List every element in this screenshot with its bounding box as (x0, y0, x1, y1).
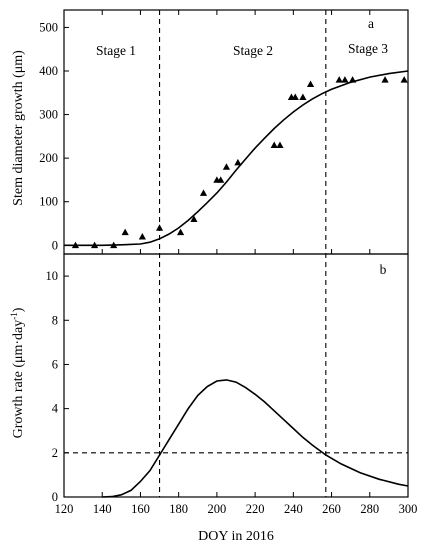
measured-point (155, 224, 164, 231)
measured-point (71, 241, 80, 249)
measured-point (341, 76, 349, 83)
panel-b-x-tick-label: 160 (131, 502, 150, 516)
measured-point (299, 93, 307, 101)
measured-point (121, 228, 129, 236)
measured-point (276, 141, 284, 148)
panel-b-x-tick-label: 140 (93, 502, 112, 516)
measured-point (110, 241, 118, 249)
panel-b-x-tick-label: 240 (284, 502, 303, 516)
panel-a-y-tick-label: 300 (39, 108, 58, 122)
panel-b-y-tick-label: 8 (52, 313, 58, 327)
measured-point (176, 228, 185, 236)
measured-point (335, 76, 343, 83)
panel-b-x-tick-label: 180 (169, 502, 188, 516)
panel-b-y-tick-label: 6 (52, 357, 58, 371)
measured-point (381, 76, 389, 83)
stage-3-label: Stage 3 (348, 41, 388, 56)
fitted-growth-curve (64, 70, 409, 247)
x-axis-title: DOY in 2016 (198, 529, 274, 544)
panel-a-y-tick-label: 100 (39, 195, 58, 209)
panel-a-y-axis-title: Stem diameter growth (μm) (11, 50, 26, 206)
measured-point (222, 163, 231, 170)
measured-point (348, 76, 357, 83)
panel-b-y-axis-title-main: Growth rate (μm·day (11, 320, 26, 439)
measured-point (291, 93, 299, 101)
panel-b-frame (63, 253, 409, 498)
panel-b-y-tick-label: 0 (52, 490, 58, 504)
panel-a-y-tick-label: 500 (39, 20, 58, 34)
panel-b-x-tick-label: 200 (208, 502, 227, 516)
panel-b-letter: b (380, 262, 387, 277)
measured-point (234, 158, 242, 166)
panel-b-x-tick-label: 300 (399, 502, 418, 516)
measured-point (400, 76, 408, 83)
panel-a-y-tick-label: 0 (52, 238, 58, 252)
panel-a-layer: 0 100 200 300 400 500 (39, 10, 409, 497)
stage-1-label: Stage 1 (96, 43, 136, 58)
measured-point (90, 241, 99, 249)
panel-b-y-axis-title-close: ) (11, 307, 26, 312)
measured-point (306, 80, 315, 87)
panel-b-y-tick-label: 2 (52, 446, 58, 460)
panel-b-x-tick-label: 220 (246, 502, 265, 516)
panel-b-x-tick-label: 280 (360, 502, 379, 516)
panel-b-layer: 0 2 4 6 8 10 120 140 160 180 200 220 240 260 280 300 (46, 269, 418, 516)
panel-a-letter: a (368, 16, 374, 31)
measured-point (190, 215, 198, 223)
panel-a-y-tick-label: 200 (39, 151, 58, 165)
panel-b-y-tick-label: 4 (52, 402, 59, 416)
panel-b-x-tick-label: 120 (55, 502, 74, 516)
panel-b-y-axis-title-sup: -1 (9, 312, 19, 320)
measured-point (138, 232, 146, 240)
measured-point (270, 141, 278, 148)
measured-point (199, 189, 208, 196)
growth-rate-curve (102, 379, 409, 498)
panel-a-y-tick-label: 400 (39, 64, 58, 78)
measured-point (217, 176, 225, 183)
panel-b-x-tick-label: 260 (322, 502, 341, 516)
panel-b-y-axis-title: Growth rate (μm·day-1) (9, 307, 26, 438)
stage-2-label: Stage 2 (233, 43, 273, 58)
panel-b-y-tick-label: 10 (46, 269, 59, 283)
